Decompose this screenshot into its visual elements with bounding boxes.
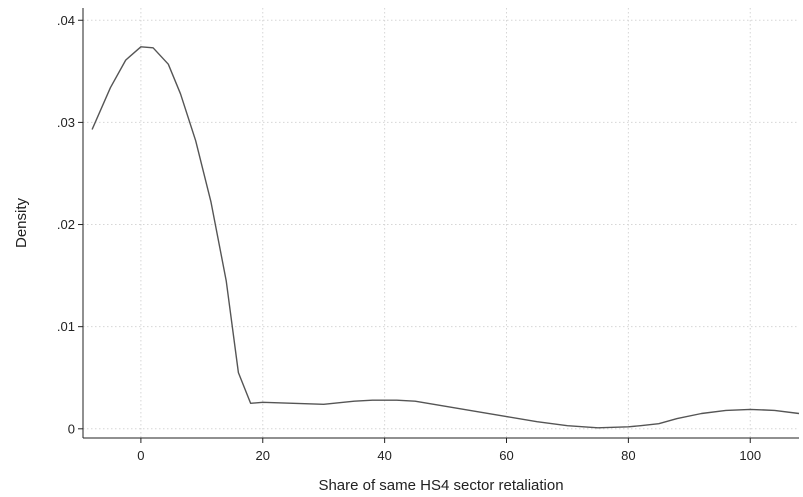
x-tick-label: 60 [499, 448, 513, 463]
ticks: 0 .01 .02 .03 .04 0 20 40 60 80 100 [57, 13, 761, 463]
y-tick-label: .03 [57, 115, 75, 130]
x-tick-label: 40 [377, 448, 391, 463]
x-axis-title: Share of same HS4 sector retaliation [318, 477, 563, 494]
y-tick-label: .04 [57, 13, 75, 28]
density-line [91, 46, 800, 429]
x-tick-label: 0 [137, 448, 144, 463]
y-tick-label: .02 [57, 217, 75, 232]
y-axis-title: Density [13, 197, 30, 248]
x-tick-label: 20 [256, 448, 270, 463]
y-tick-label: .01 [57, 319, 75, 334]
axes [82, 8, 799, 439]
y-tick-label: 0 [68, 421, 75, 436]
plot-area [91, 46, 800, 429]
x-tick-label: 80 [621, 448, 635, 463]
x-tick-label: 100 [739, 448, 761, 463]
gridlines [83, 8, 799, 438]
